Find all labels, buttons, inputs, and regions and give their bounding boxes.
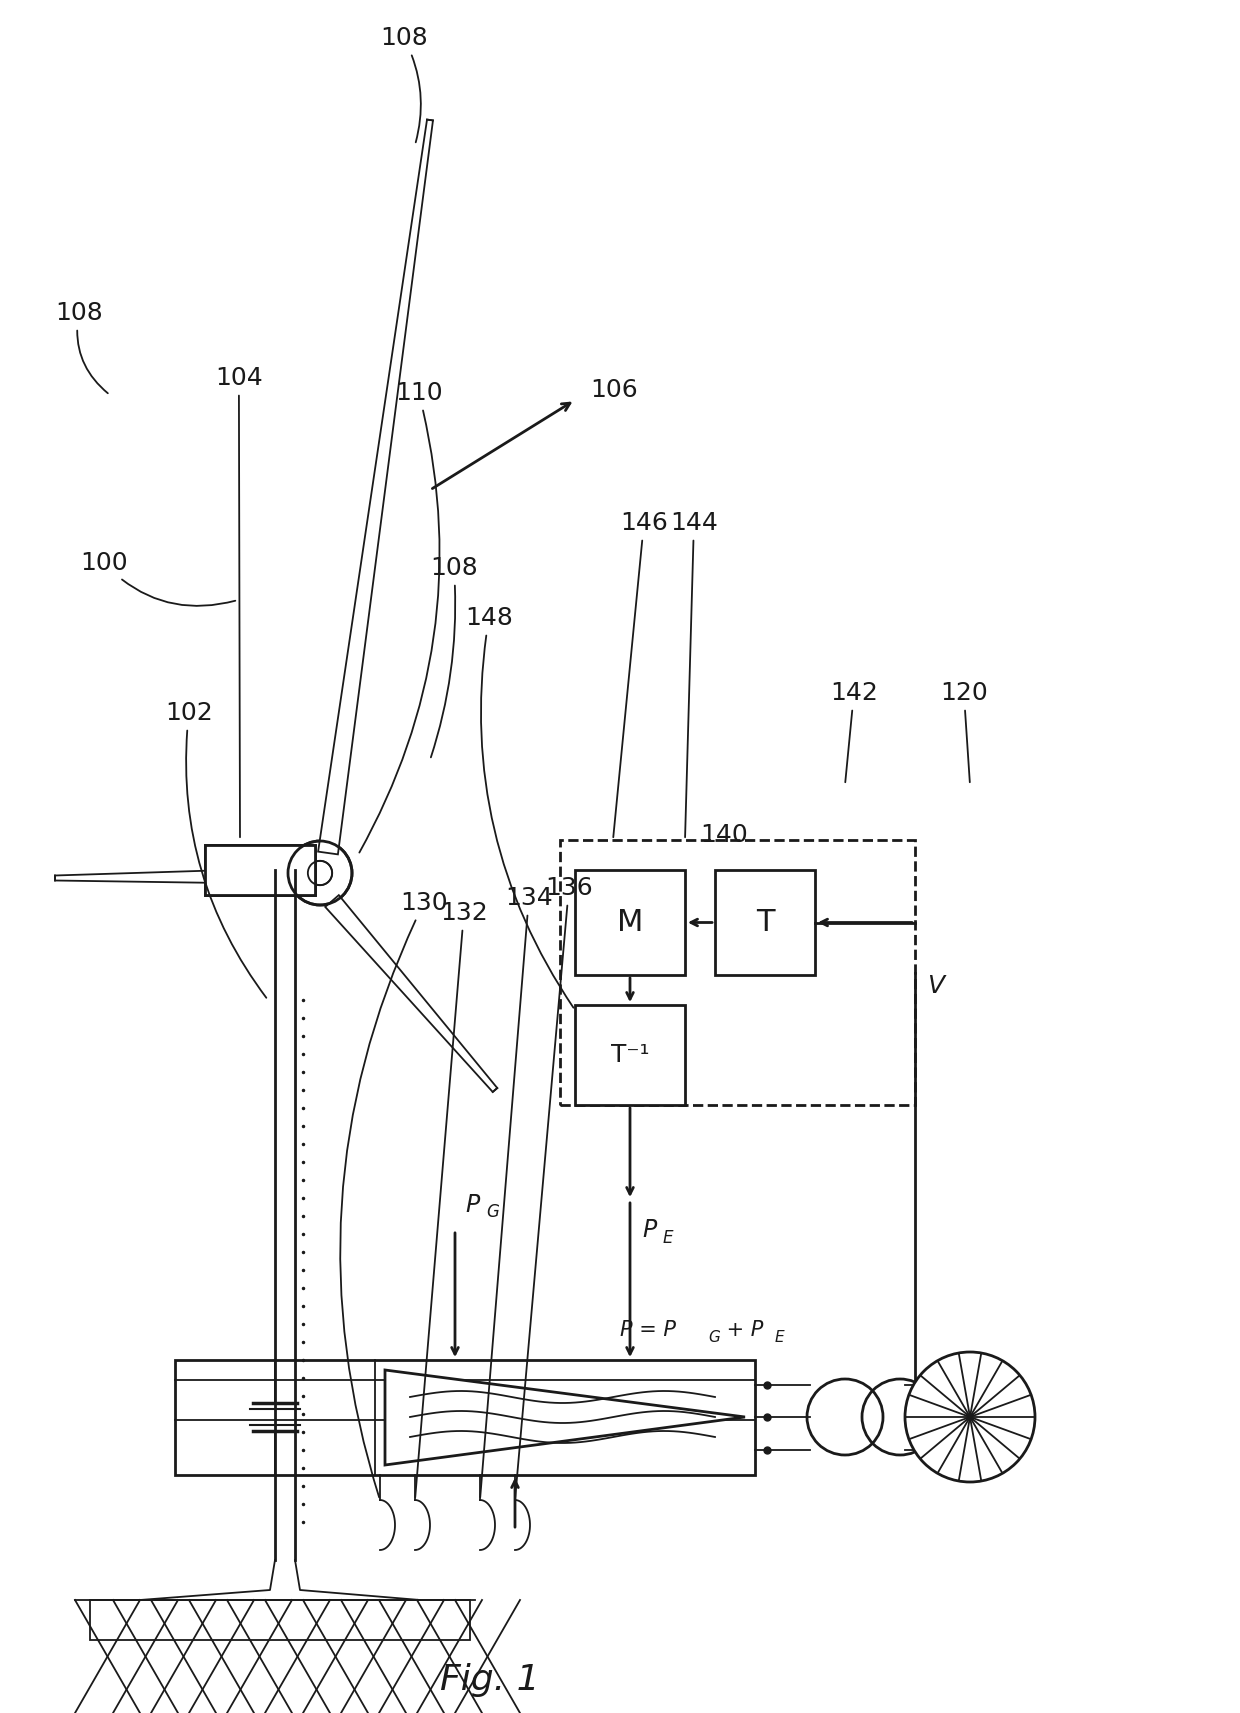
Text: G: G <box>486 1203 498 1221</box>
Text: 106: 106 <box>590 379 637 403</box>
Text: 142: 142 <box>830 682 878 783</box>
Text: 104: 104 <box>215 367 263 838</box>
Bar <box>575 1006 684 1105</box>
Text: 110: 110 <box>360 380 443 853</box>
Polygon shape <box>319 120 433 855</box>
Circle shape <box>905 1352 1035 1482</box>
Text: P: P <box>465 1192 479 1216</box>
Text: 144: 144 <box>670 510 718 838</box>
Polygon shape <box>384 1370 745 1465</box>
Text: 102: 102 <box>165 701 267 997</box>
Text: P: P <box>642 1218 656 1242</box>
Text: V: V <box>928 973 944 997</box>
Bar <box>715 870 815 975</box>
Text: 108: 108 <box>379 26 428 142</box>
Text: 148: 148 <box>465 606 573 1007</box>
Text: 140: 140 <box>701 822 748 846</box>
Text: E: E <box>775 1331 785 1345</box>
Text: 136: 136 <box>516 875 593 1497</box>
Bar <box>175 1360 755 1475</box>
Text: 108: 108 <box>55 301 108 394</box>
Bar <box>205 845 315 894</box>
Text: 130: 130 <box>340 891 448 1497</box>
Text: Fig. 1: Fig. 1 <box>440 1663 539 1698</box>
Polygon shape <box>55 868 293 884</box>
Text: 132: 132 <box>415 901 487 1497</box>
Bar <box>91 1600 470 1639</box>
Text: 120: 120 <box>940 682 988 783</box>
Bar <box>575 870 684 975</box>
Text: E: E <box>663 1228 673 1247</box>
Text: P = P: P = P <box>620 1321 676 1340</box>
Text: T: T <box>755 908 774 937</box>
Text: 146: 146 <box>614 510 668 838</box>
Polygon shape <box>325 896 497 1091</box>
Bar <box>205 845 315 894</box>
Text: + P: + P <box>720 1321 764 1340</box>
Text: T⁻¹: T⁻¹ <box>611 1043 650 1067</box>
Text: 108: 108 <box>430 557 477 757</box>
Text: 100: 100 <box>81 552 236 606</box>
Text: 134: 134 <box>480 886 553 1497</box>
Text: M: M <box>616 908 644 937</box>
Text: G: G <box>708 1331 720 1345</box>
Bar <box>560 839 915 1105</box>
